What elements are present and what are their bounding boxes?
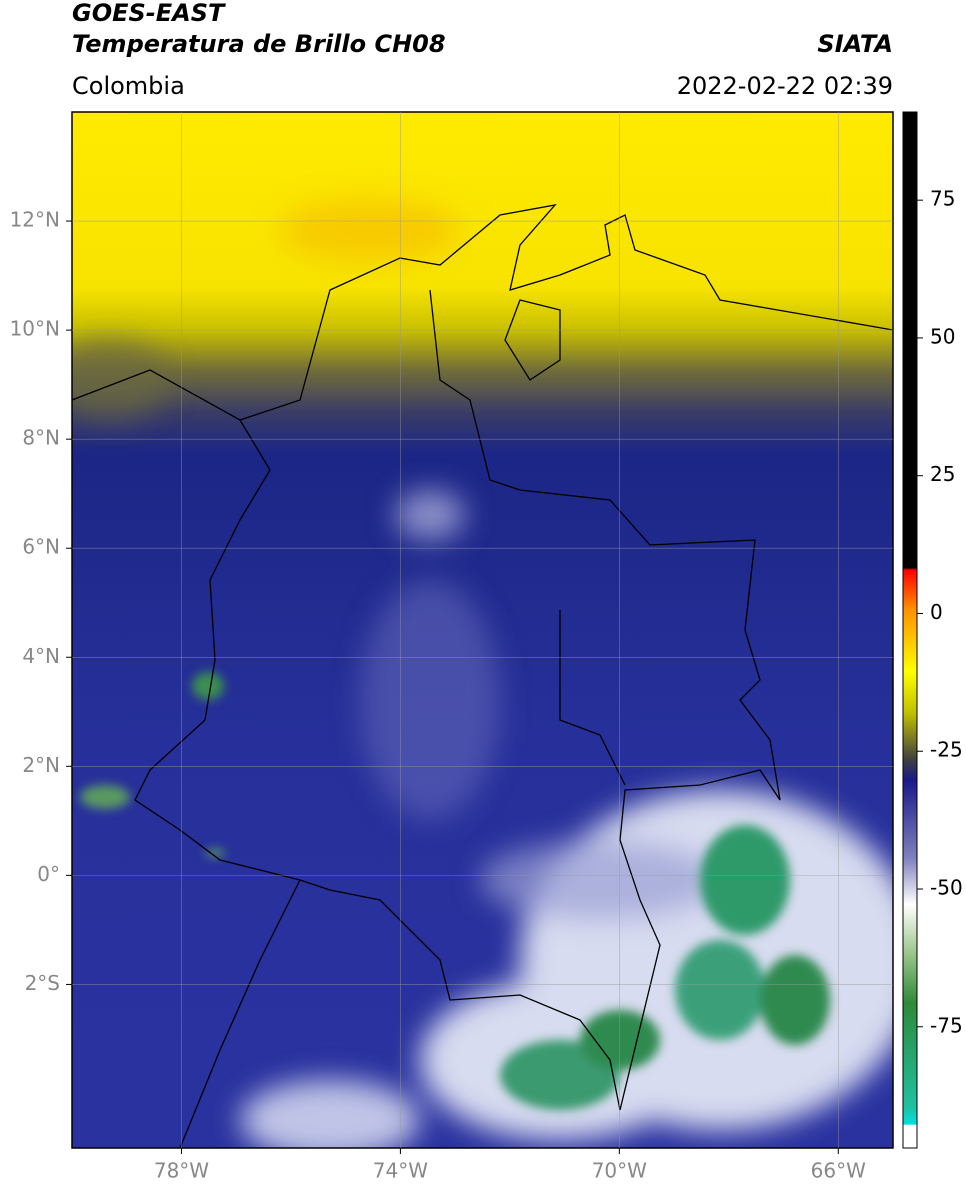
map-frame <box>71 111 894 1149</box>
agency: SIATA <box>817 30 893 58</box>
colorbar-label: -75 <box>930 1013 963 1037</box>
colorbar-label: 75 <box>930 187 955 211</box>
y-tick-label: 0° <box>37 862 60 886</box>
colorbar <box>902 111 918 1149</box>
x-tick-label: 74°W <box>373 1159 428 1183</box>
colorbar-label: 50 <box>930 324 955 348</box>
datetime: 2022-02-22 02:39 <box>677 72 893 100</box>
y-tick-label: 8°N <box>22 426 60 450</box>
x-tick-label: 70°W <box>592 1159 647 1183</box>
y-tick-label: 6°N <box>22 535 60 559</box>
y-tick-label: 10°N <box>10 317 60 341</box>
x-tick-label: 66°W <box>811 1159 866 1183</box>
colorbar-label: -50 <box>930 876 963 900</box>
y-tick-label: 2°N <box>22 753 60 777</box>
y-tick-label: 4°N <box>22 644 60 668</box>
source-title: GOES-EAST <box>72 0 226 27</box>
product-title: Temperatura de Brillo CH08 <box>72 30 446 58</box>
y-tick-label: 12°N <box>10 208 60 232</box>
colorbar-label: -25 <box>930 738 963 762</box>
y-tick-label: 2°S <box>25 971 60 995</box>
colorbar-label: 0 <box>930 600 943 624</box>
imagery <box>72 112 893 1148</box>
region: Colombia <box>72 72 185 100</box>
x-tick-label: 78°W <box>154 1159 209 1183</box>
colorbar-label: 25 <box>930 462 955 486</box>
